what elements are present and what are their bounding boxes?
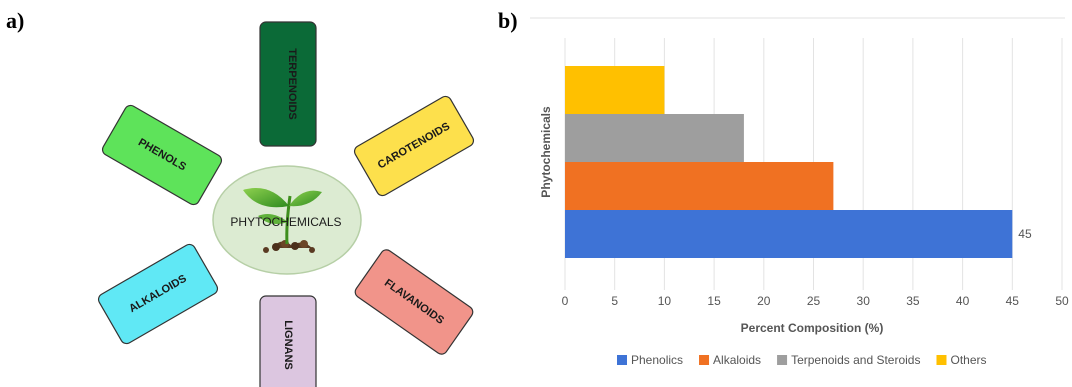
- plant-icon: [243, 188, 322, 253]
- node-flavanoids: FLAVANOIDS: [354, 249, 474, 355]
- node-carotenoids: CAROTENOIDS: [353, 95, 475, 197]
- x-tick-label: 15: [707, 294, 721, 308]
- node-lignans: LIGNANS: [259, 295, 317, 387]
- node-label: LIGNANS: [282, 320, 294, 370]
- node-alkaloids: ALKALOIDS: [97, 243, 219, 345]
- node-terpenoids: TERPENOIDS: [259, 21, 317, 147]
- legend-label: Others: [950, 353, 986, 367]
- x-tick-label: 40: [956, 294, 970, 308]
- y-axis-title: Phytochemicals: [539, 106, 553, 198]
- bar-others: [565, 66, 665, 114]
- legend-label: Alkaloids: [713, 353, 761, 367]
- legend-swatch: [777, 355, 788, 365]
- x-tick-labels: 0 5 10 15 20 25 30 35 40 45 50: [562, 294, 1069, 308]
- x-tick-label: 10: [658, 294, 672, 308]
- panel-a-label: a): [6, 8, 25, 33]
- center-node: PHYTOCHEMICALS: [212, 165, 362, 275]
- legend-swatch: [617, 355, 627, 365]
- x-tick-label: 30: [857, 294, 871, 308]
- center-label: PHYTOCHEMICALS: [230, 215, 341, 229]
- x-tick-label: 45: [1006, 294, 1020, 308]
- bar-alkaloids: [565, 162, 834, 210]
- legend-swatch: [936, 355, 947, 365]
- panel-b-label: b): [498, 8, 518, 33]
- x-tick-label: 0: [562, 294, 569, 308]
- x-tick-label: 25: [807, 294, 821, 308]
- node-label: TERPENOIDS: [286, 48, 298, 120]
- legend: Phenolics Alkaloids Terpenoids and Steroid…: [617, 353, 987, 367]
- x-tick-label: 50: [1055, 294, 1069, 308]
- legend-label: Phenolics: [631, 353, 683, 367]
- bar-phenolics: [565, 210, 1013, 258]
- x-tick-label: 5: [611, 294, 618, 308]
- x-tick-label: 20: [757, 294, 771, 308]
- legend-swatch: [699, 355, 710, 365]
- data-label: 45: [1018, 227, 1032, 241]
- x-tick-label: 35: [906, 294, 920, 308]
- legend-label: Terpenoids and Steroids: [791, 353, 920, 367]
- phytochemicals-diagram: TERPENOIDS CAROTENOIDS FLAVANOIDS LIGNAN…: [97, 21, 475, 387]
- node-phenols: PHENOLS: [101, 104, 223, 206]
- data-labels: 45: [1018, 227, 1032, 241]
- bars: [565, 66, 1013, 258]
- x-axis-title: Percent Composition (%): [741, 321, 884, 335]
- bar-terpenoids-and-steroids: [565, 114, 744, 162]
- composition-bar-chart: 0 5 10 15 20 25 30 35 40 45 50 45 Percent Composit…: [530, 17, 1069, 367]
